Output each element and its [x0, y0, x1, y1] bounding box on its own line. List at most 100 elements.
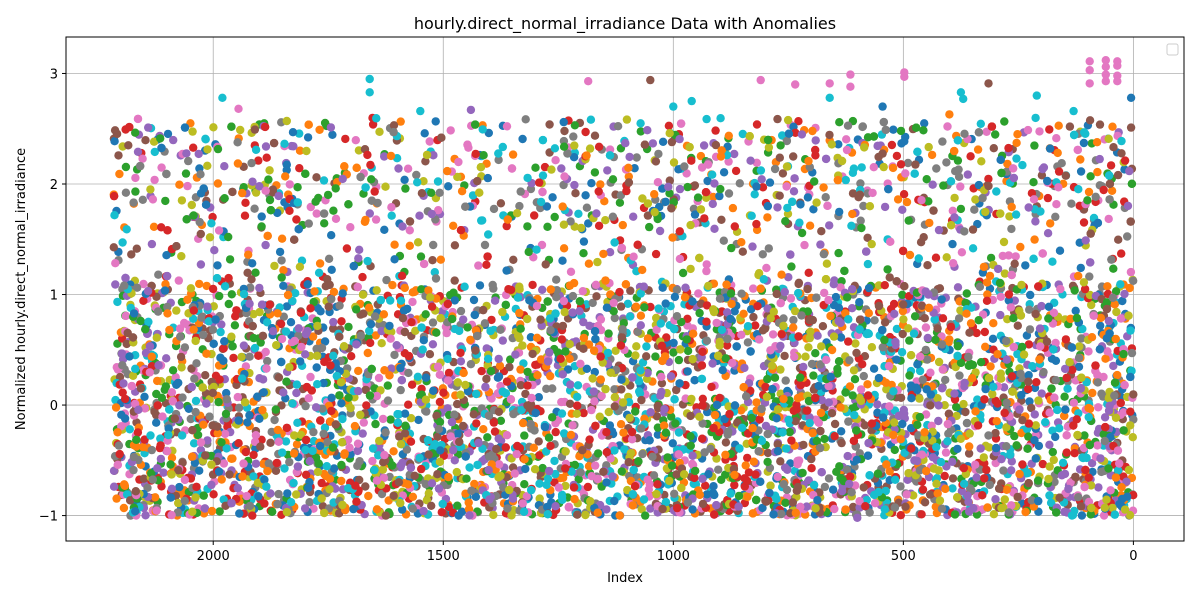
data-point	[749, 312, 758, 322]
data-point	[487, 394, 496, 403]
data-point	[942, 253, 951, 262]
data-point	[586, 115, 596, 124]
data-point	[583, 482, 593, 492]
data-point	[776, 365, 785, 374]
data-point	[811, 136, 820, 145]
data-point	[941, 375, 950, 385]
data-point	[292, 388, 301, 398]
data-point	[363, 256, 372, 266]
data-point	[482, 260, 491, 269]
data-point	[1021, 507, 1030, 517]
data-point	[400, 175, 409, 184]
data-point	[129, 465, 138, 475]
data-point	[1117, 249, 1126, 258]
data-point	[403, 164, 413, 173]
data-point	[118, 238, 127, 247]
data-point	[294, 324, 303, 333]
data-point	[1010, 296, 1019, 305]
data-point	[1025, 325, 1035, 334]
data-point	[513, 293, 523, 302]
data-point	[868, 188, 877, 198]
data-point	[587, 405, 596, 415]
data-point	[842, 465, 852, 474]
data-point	[182, 149, 191, 158]
data-point	[1012, 138, 1021, 148]
data-point	[1101, 423, 1110, 432]
data-point	[842, 145, 852, 155]
data-point	[406, 437, 416, 446]
data-point	[1004, 143, 1013, 153]
data-point	[710, 179, 719, 188]
data-point	[783, 203, 792, 213]
data-point	[608, 175, 618, 184]
data-point	[523, 222, 532, 231]
data-point	[1087, 300, 1096, 310]
data-point	[837, 427, 846, 436]
data-point	[302, 146, 311, 156]
data-point	[279, 281, 288, 290]
data-point	[630, 164, 639, 173]
data-point	[698, 434, 707, 443]
data-point	[639, 495, 649, 504]
data-point	[158, 412, 167, 421]
data-point	[281, 437, 291, 446]
data-point	[1029, 178, 1038, 187]
data-point	[454, 157, 463, 167]
data-point	[455, 326, 464, 336]
data-point	[250, 204, 259, 213]
data-point	[213, 179, 223, 188]
data-point	[224, 273, 233, 283]
data-point	[191, 407, 200, 417]
data-point	[948, 474, 958, 483]
data-point	[136, 316, 145, 326]
data-point	[490, 427, 500, 436]
data-point	[364, 303, 374, 312]
data-point	[787, 436, 796, 445]
data-point	[825, 221, 834, 230]
data-point	[165, 325, 174, 335]
data-point	[1011, 210, 1021, 219]
data-point	[328, 130, 337, 139]
data-point	[1109, 361, 1118, 371]
data-point	[780, 351, 789, 361]
data-point	[1117, 149, 1126, 158]
data-point	[526, 333, 536, 342]
data-point	[479, 151, 488, 160]
data-point	[651, 352, 660, 361]
data-point	[905, 336, 914, 345]
data-point	[921, 323, 931, 332]
data-point	[196, 229, 205, 239]
data-point	[892, 151, 902, 161]
data-point	[315, 125, 324, 134]
data-point	[428, 256, 437, 265]
data-point	[918, 485, 928, 494]
data-point	[350, 421, 360, 431]
data-point	[161, 196, 170, 206]
data-point	[721, 438, 731, 447]
data-point	[544, 433, 554, 442]
data-point	[248, 177, 257, 186]
data-point	[413, 238, 423, 247]
data-point	[938, 365, 947, 374]
data-point	[1031, 217, 1040, 226]
data-point	[856, 385, 866, 394]
data-point	[234, 439, 243, 448]
data-point	[127, 250, 136, 259]
data-point	[435, 417, 445, 427]
data-point	[301, 470, 311, 479]
data-point	[1024, 203, 1033, 212]
data-point	[306, 304, 315, 313]
data-point	[800, 240, 809, 250]
data-point	[794, 117, 803, 126]
data-point	[1042, 337, 1052, 346]
data-point	[826, 311, 835, 321]
data-point	[518, 134, 527, 144]
data-point	[470, 479, 479, 489]
data-point	[506, 285, 516, 295]
data-point	[633, 327, 643, 336]
data-point	[590, 131, 600, 140]
data-point	[362, 401, 371, 410]
data-point	[972, 473, 981, 482]
data-point	[557, 335, 567, 344]
